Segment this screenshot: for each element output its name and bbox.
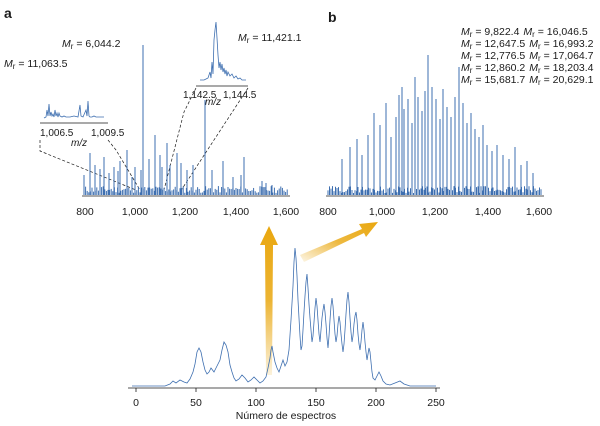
inset-left-range-low: 1,006.5 xyxy=(40,128,74,139)
spectrum-b-tick: 1,200 xyxy=(422,206,448,218)
panel-b-mr-line: Mr = 12,647.5 Mr = 16,993.2 xyxy=(461,38,594,51)
panel-b-mr-line: Mr = 12,776.5 Mr = 17,064.7 xyxy=(461,50,594,63)
panel-bottom: 0 50 100 150 200 250 Número de espectros xyxy=(128,247,445,422)
inset-right-range-high: 1,144.5 xyxy=(223,90,257,101)
chromatogram-tick-label: 0 xyxy=(133,397,139,409)
panel-a: a Mr = 11,063.5 Mr = 6,044.2 Mr = 11,421… xyxy=(4,5,302,218)
arrow-right-to-panel-b xyxy=(300,222,378,262)
chromatogram-tick-label: 150 xyxy=(307,397,325,409)
inset-right-spectrum xyxy=(200,21,246,81)
chromatogram-tick-label: 100 xyxy=(247,397,265,409)
spectrum-b-tick: 1,000 xyxy=(369,206,395,218)
chromatogram-xlabel: Número de espectros xyxy=(236,410,336,421)
spectrum-b-ticks: 800 1,000 1,200 1,400 1,600 xyxy=(319,206,552,218)
spectrum-b xyxy=(327,55,542,195)
leader-left-outer xyxy=(39,140,137,191)
inset-left: 1,006.5 1,009.5 m/z xyxy=(40,100,125,149)
inset-right: 1,142.5 1,144.5 m/z xyxy=(183,21,257,108)
leader-right-inner xyxy=(179,87,249,193)
spectrum-a-tick: 800 xyxy=(76,206,94,218)
inset-right-unit: m/z xyxy=(205,97,221,108)
inset-left-range-high: 1,009.5 xyxy=(91,128,125,139)
panel-a-letter: a xyxy=(4,5,12,21)
panel-b-letter: b xyxy=(328,9,337,25)
leader-right-outer xyxy=(163,87,197,191)
panel-b-mr-line: Mr = 15,681.7 Mr = 20,629.1 xyxy=(461,74,594,87)
spectrum-a-tick: 1,200 xyxy=(172,206,198,218)
arrow-up-to-panel-a xyxy=(260,226,278,375)
chromatogram-tick-label: 50 xyxy=(190,397,202,409)
panel-b-mr-list: Mr = 9,822.4 Mr = 16,046.5 Mr = 12,647.5 M… xyxy=(461,26,594,87)
panel-a-mr-label-middle: Mr = 6,044.2 xyxy=(62,38,121,51)
spectrum-b-tick: 800 xyxy=(319,206,337,218)
chromatogram-tick-label: 250 xyxy=(427,397,445,409)
panel-b-mr-line: Mr = 9,822.4 Mr = 16,046.5 xyxy=(461,26,588,39)
panel-a-mr-label-right: Mr = 11,421.1 xyxy=(238,32,302,45)
spectrum-a-tick: 1,600 xyxy=(273,206,299,218)
spectrum-a-tick: 1,400 xyxy=(223,206,249,218)
spectrum-a-ticks: 800 1,000 1,200 1,400 1,600 xyxy=(76,206,299,218)
panel-a-mr-label-left: Mr = 11,063.5 xyxy=(4,58,68,71)
spectrum-b-tick: 1,600 xyxy=(526,206,552,218)
chromatogram-tick-label: 200 xyxy=(367,397,385,409)
spectrum-a xyxy=(83,45,288,195)
panel-b-mr-line: Mr = 12,860.2 Mr = 18,203.4 xyxy=(461,62,594,75)
leader-left-inner xyxy=(107,139,141,191)
chromatogram-trace xyxy=(132,247,436,387)
spectrum-a-tick: 1,000 xyxy=(122,206,148,218)
inset-left-spectrum xyxy=(43,100,104,119)
spectrum-b-tick: 1,400 xyxy=(475,206,501,218)
inset-right-range-low: 1,142.5 xyxy=(183,90,217,101)
chromatogram-ticks: 0 50 100 150 200 250 xyxy=(133,388,445,409)
arrows xyxy=(260,222,378,375)
panel-b: b Mr = 9,822.4 Mr = 16,046.5 Mr = 12,647.… xyxy=(319,9,593,218)
inset-left-unit: m/z xyxy=(71,138,87,149)
